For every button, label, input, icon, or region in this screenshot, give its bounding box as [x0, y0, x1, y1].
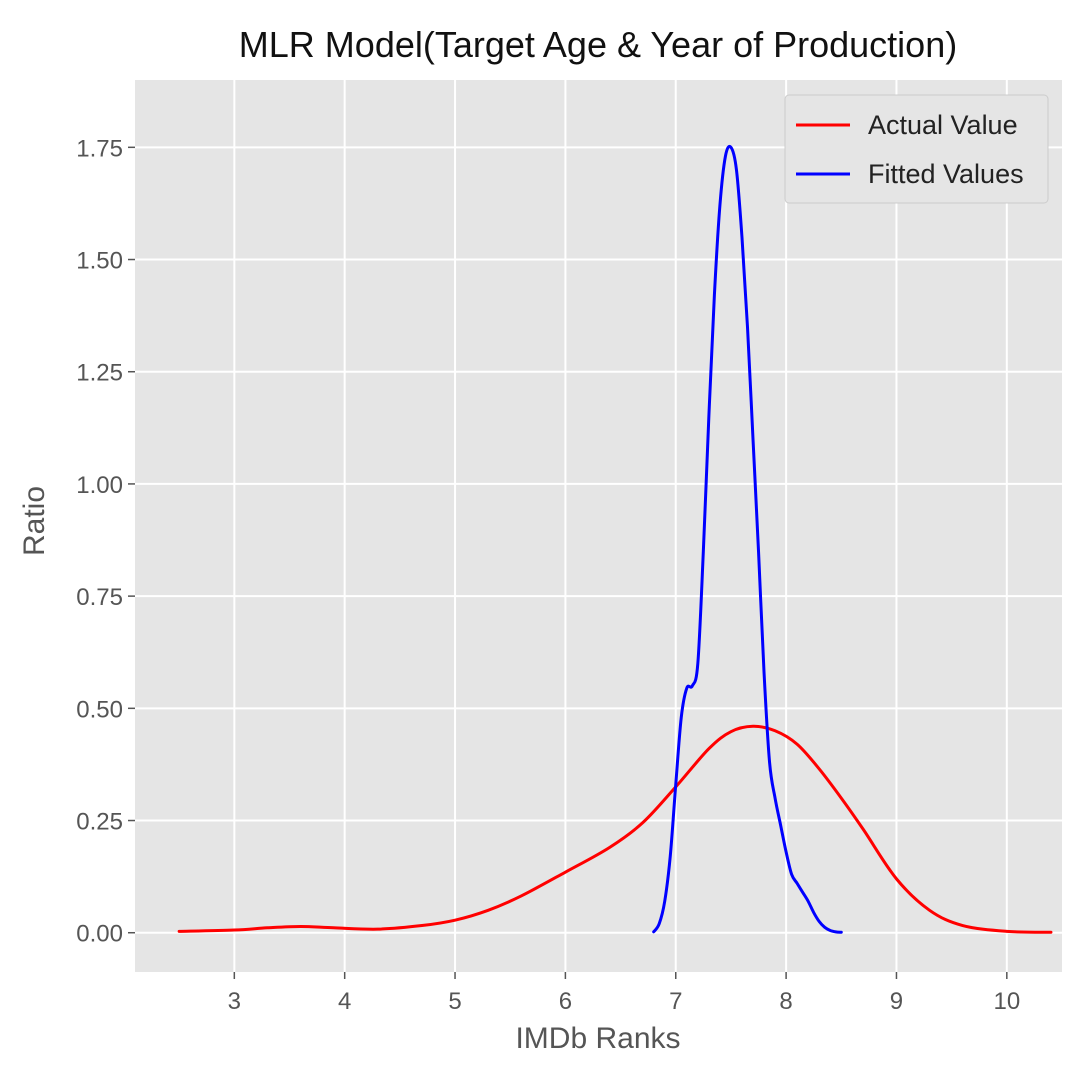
x-tick-label: 10 [993, 988, 1020, 1015]
x-tick-label: 3 [228, 988, 241, 1015]
plot-background [135, 80, 1062, 972]
x-tick-label: 4 [338, 988, 351, 1015]
y-tick-label: 0.00 [76, 921, 123, 948]
chart-title: MLR Model(Target Age & Year of Productio… [239, 24, 957, 65]
y-tick-label: 1.50 [76, 248, 123, 275]
x-tick-label: 5 [448, 988, 461, 1015]
y-tick-label: 1.00 [76, 472, 123, 499]
x-tick-label: 8 [779, 988, 792, 1015]
y-axis-label: Ratio [18, 486, 51, 556]
x-tick-label: 6 [559, 988, 572, 1015]
series-line-fitted-values [652, 144, 843, 934]
legend-label-fitted-values: Fitted Values [868, 159, 1024, 189]
x-axis-label: IMDb Ranks [515, 1022, 680, 1055]
legend-label-actual-value: Actual Value [868, 110, 1018, 140]
x-tick-label: 7 [669, 988, 682, 1015]
legend: Actual Value Fitted Values [784, 94, 1049, 204]
legend-box [784, 94, 1049, 204]
x-axis: 3 4 5 6 7 8 9 10 [228, 972, 1020, 1015]
y-tick-label: 1.25 [76, 360, 123, 387]
series-layer [177, 144, 1053, 934]
y-tick-label: 1.75 [76, 135, 123, 162]
y-axis: 0.00 0.25 0.50 0.75 1.00 1.25 1.50 1.75 [76, 135, 135, 948]
grid-lines [135, 80, 1062, 972]
y-tick-label: 0.75 [76, 584, 123, 611]
y-tick-label: 0.25 [76, 809, 123, 836]
x-tick-label: 9 [890, 988, 903, 1015]
y-tick-label: 0.50 [76, 696, 123, 723]
